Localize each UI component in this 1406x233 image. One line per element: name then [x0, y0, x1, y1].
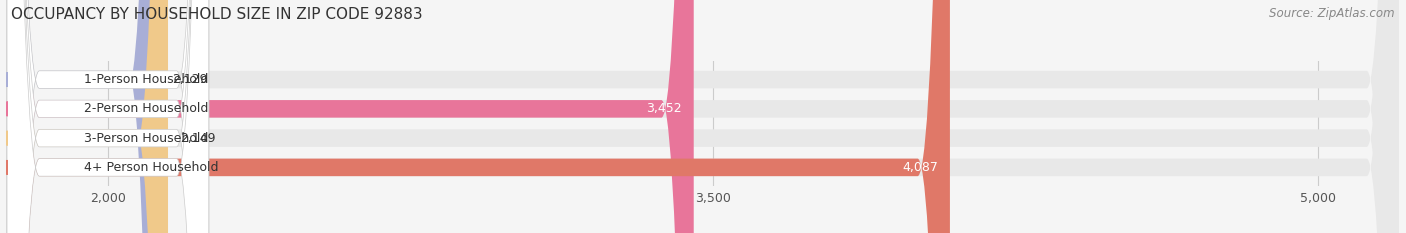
Text: 4+ Person Household: 4+ Person Household: [84, 161, 218, 174]
Text: 2,149: 2,149: [180, 132, 215, 145]
FancyBboxPatch shape: [7, 0, 1399, 233]
Text: OCCUPANCY BY HOUSEHOLD SIZE IN ZIP CODE 92883: OCCUPANCY BY HOUSEHOLD SIZE IN ZIP CODE …: [11, 7, 423, 22]
FancyBboxPatch shape: [7, 0, 167, 233]
Text: 3,452: 3,452: [645, 102, 682, 115]
FancyBboxPatch shape: [7, 0, 208, 233]
FancyBboxPatch shape: [7, 0, 208, 233]
Text: 2-Person Household: 2-Person Household: [84, 102, 208, 115]
Text: 1-Person Household: 1-Person Household: [84, 73, 208, 86]
FancyBboxPatch shape: [7, 0, 208, 233]
FancyBboxPatch shape: [7, 0, 1399, 233]
Text: 4,087: 4,087: [901, 161, 938, 174]
FancyBboxPatch shape: [7, 0, 208, 233]
FancyBboxPatch shape: [7, 0, 693, 233]
FancyBboxPatch shape: [7, 0, 1399, 233]
Text: 3-Person Household: 3-Person Household: [84, 132, 208, 145]
FancyBboxPatch shape: [7, 0, 950, 233]
Text: 2,129: 2,129: [172, 73, 208, 86]
FancyBboxPatch shape: [7, 0, 160, 233]
Text: Source: ZipAtlas.com: Source: ZipAtlas.com: [1270, 7, 1395, 20]
FancyBboxPatch shape: [7, 0, 1399, 233]
